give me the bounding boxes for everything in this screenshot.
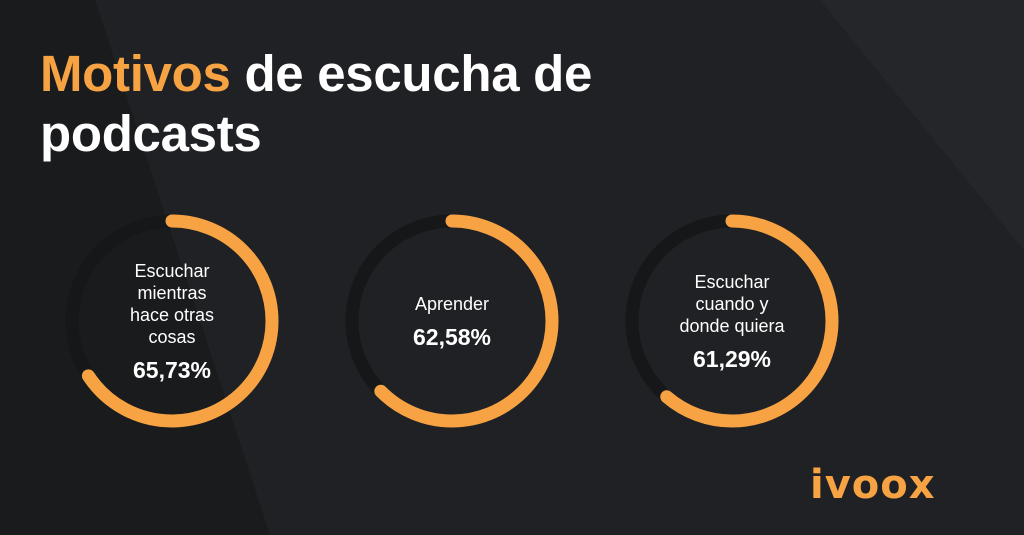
donut-0-value: 65,73% [132,356,211,383]
title-accent: Motivos [40,45,231,102]
donut-0-line-2: hace otras [129,304,215,325]
donut-0-labels: Escuchar mientras hace otras cosas 65,73… [97,211,247,431]
donut-0-line-0: Escuchar [134,260,210,281]
donut-1: Aprender 62,58% [342,211,562,431]
donut-2-labels: Escuchar cuando y donde quiera 61,29% [657,211,807,431]
donut-0-line-1: mientras [137,282,207,303]
donut-2: Escuchar cuando y donde quiera 61,29% [622,211,842,431]
donut-1-ring [345,214,559,428]
donut-0-line-3: cosas [148,326,196,347]
donut-2-line-1: cuando y [695,293,769,314]
donut-1-line-0: Aprender [414,293,490,314]
donut-0-ring [65,214,279,428]
donut-1-value: 62,58% [412,323,491,350]
donut-2-value-arc [625,214,839,428]
donut-2-value: 61,29% [692,345,771,372]
donut-0-value-arc [65,214,279,428]
donut-1-labels: Aprender 62,58% [377,211,527,431]
donut-2-line-0: Escuchar [694,271,770,292]
page-title: Motivos de escucha de podcasts [40,44,680,164]
donut-2-ring [625,214,839,428]
ivoox-logo: ivoox [810,462,936,508]
donut-2-line-2: donde quiera [679,315,785,336]
donut-0: Escuchar mientras hace otras cosas 65,73… [62,211,282,431]
title-rest: de escucha de podcasts [40,45,593,162]
donut-1-value-arc [345,214,559,428]
